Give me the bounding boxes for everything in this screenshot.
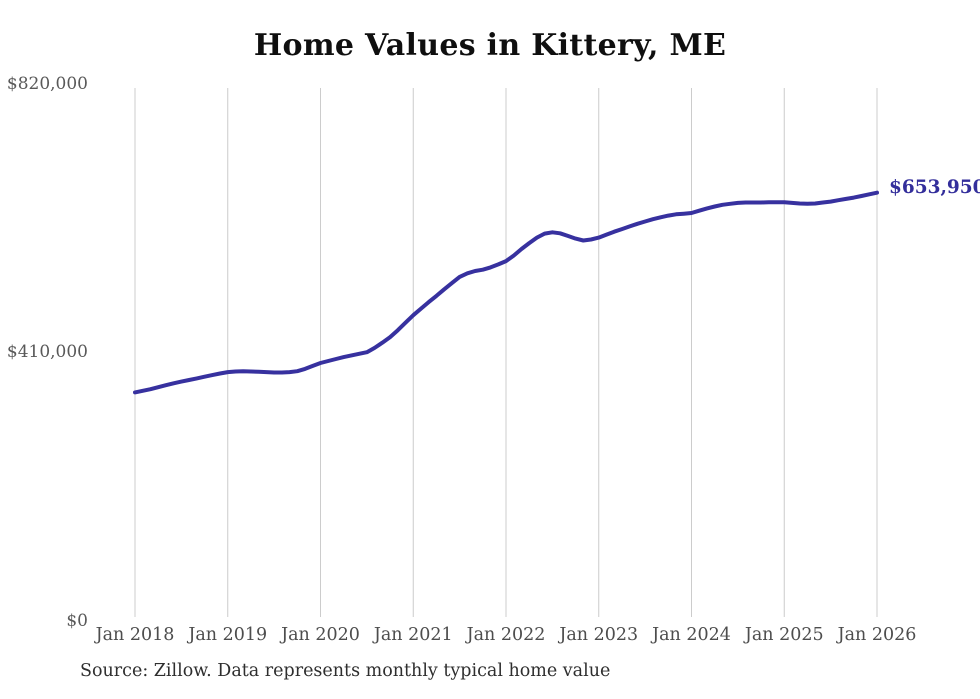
y-axis-tick-label: $410,000	[6, 342, 88, 362]
x-axis-tick-label: Jan 2020	[281, 625, 360, 645]
y-axis-tick-label: $820,000	[6, 74, 88, 94]
gridlines	[134, 88, 878, 617]
x-axis-tick-label: Jan 2021	[373, 625, 453, 645]
x-axis-tick-label: Jan 2024	[652, 625, 731, 645]
x-axis-tick-label: Jan 2025	[744, 625, 824, 645]
value-line	[133, 190, 879, 395]
x-axis-tick-label: Jan 2019	[188, 625, 268, 645]
x-axis-tick-label: Jan 2026	[837, 625, 917, 645]
y-axis-tick-label: $0	[66, 611, 88, 631]
x-axis-tick-label: Jan 2018	[95, 625, 175, 645]
source-note: Source: Zillow. Data represents monthly …	[80, 661, 611, 681]
x-axis-tick-label: Jan 2023	[559, 625, 639, 645]
x-axis-tick-label: Jan 2022	[466, 625, 546, 645]
current-value-label: $653,950	[889, 176, 980, 198]
chart-title: Home Values in Kittery, ME	[253, 28, 727, 63]
